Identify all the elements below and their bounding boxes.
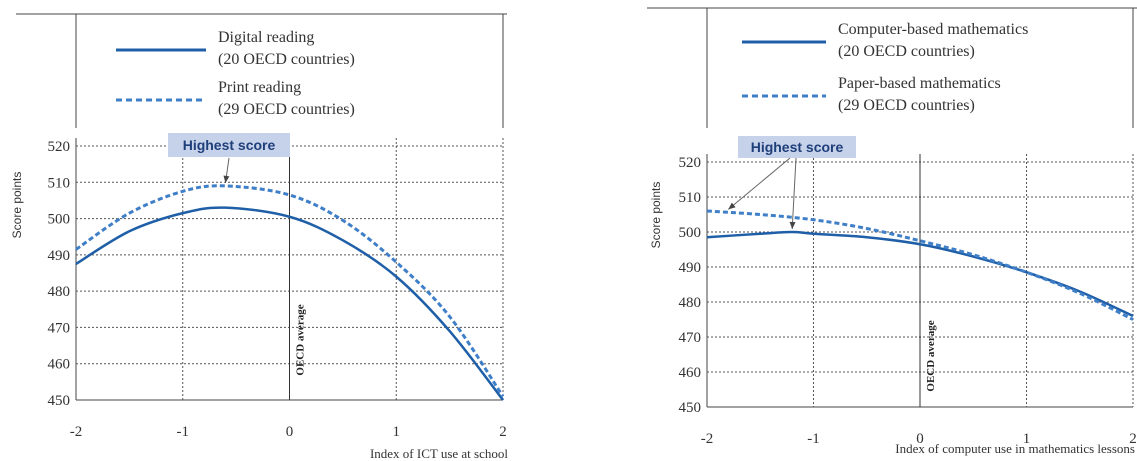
- y-tick-label: 510: [679, 190, 702, 206]
- y-tick-label: 480: [679, 295, 702, 311]
- legend-label-1: Computer-based mathematics: [838, 21, 1028, 38]
- x-tick-label: 0: [286, 424, 294, 440]
- x-tick-label: 0: [916, 431, 924, 447]
- y-axis-title: Score points: [649, 182, 663, 249]
- x-axis-title: Index of ICT use at school: [370, 446, 508, 461]
- series-line-1: [75, 206, 504, 401]
- y-tick-label: 470: [679, 330, 702, 346]
- y-tick-label: 460: [48, 357, 71, 373]
- x-tick-label: 1: [1023, 431, 1031, 447]
- y-tick-label: 450: [48, 393, 71, 409]
- legend-label-1: Digital reading: [218, 29, 314, 46]
- y-tick-label: 460: [679, 365, 702, 381]
- oecd-average-label: OECD average: [925, 320, 937, 391]
- series-line-2: [75, 184, 505, 398]
- legend-sublabel-1: (20 OECD countries): [838, 43, 975, 60]
- chart-panel-1: Digital reading (20 OECD countries) Print …: [10, 13, 508, 461]
- highest-score-arrowhead: [728, 202, 736, 210]
- x-tick-label: 2: [1129, 431, 1137, 447]
- x-tick-label: -1: [807, 431, 820, 447]
- x-tick-label: 2: [499, 424, 507, 440]
- x-tick-label: -2: [701, 431, 714, 447]
- series-line-2: [706, 209, 1134, 321]
- x-tick-label: 1: [393, 424, 401, 440]
- legend-label-2: Print reading: [218, 79, 301, 96]
- x-axis-title: Index of computer use in mathematics les…: [895, 441, 1135, 456]
- y-tick-label: 500: [679, 225, 702, 241]
- legend-sublabel-2: (29 OECD countries): [838, 97, 975, 114]
- highest-score-box: [738, 136, 856, 158]
- x-tick-label: -1: [177, 424, 190, 440]
- y-tick-label: 520: [48, 139, 71, 155]
- highest-score-arrowhead: [223, 175, 230, 183]
- oecd-average-label: OECD average: [295, 304, 307, 375]
- highest-score-label: Highest score: [183, 137, 276, 153]
- y-tick-label: 470: [48, 320, 71, 336]
- y-tick-label: 490: [48, 248, 71, 264]
- highest-score-arrow: [727, 157, 791, 210]
- y-tick-label: 520: [679, 155, 702, 171]
- legend-sublabel-2: (29 OECD countries): [218, 101, 355, 118]
- highest-score-box: [168, 133, 290, 157]
- highest-score-arrowhead: [789, 221, 796, 229]
- highest-score-label: Highest score: [751, 139, 844, 155]
- x-tick-label: -2: [70, 424, 83, 440]
- highest-score-arrow: [791, 157, 797, 230]
- y-tick-label: 510: [48, 175, 71, 191]
- y-tick-label: 490: [679, 260, 702, 276]
- chart-panel-2: Computer-based mathematics (20 OECD count…: [647, 7, 1137, 456]
- y-tick-label: 500: [48, 212, 71, 228]
- legend-sublabel-1: (20 OECD countries): [218, 51, 355, 68]
- y-tick-label: 450: [679, 400, 702, 416]
- y-tick-label: 480: [48, 284, 71, 300]
- legend-label-2: Paper-based mathematics: [838, 75, 1001, 92]
- y-axis-title: Score points: [10, 172, 24, 239]
